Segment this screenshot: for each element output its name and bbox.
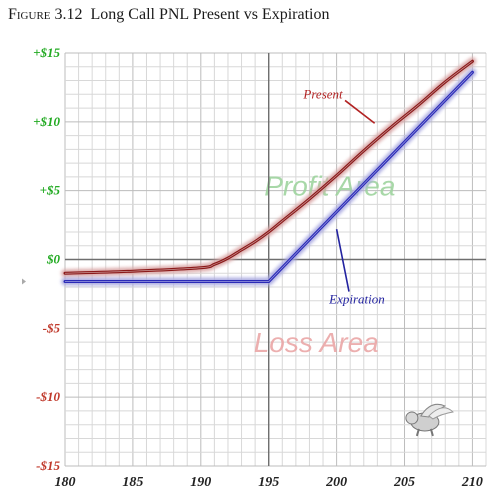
flying-pig-logo [405,403,454,437]
left-marker [22,278,26,285]
x-tick-label: 190 [190,475,211,490]
x-tick-label: 195 [258,475,279,490]
tick-labels: 180 185 190 195 200 205 210 +$15 +$10 +$5 $0 -$5 -$1… [33,45,483,490]
x-tick-label: 180 [55,475,76,490]
annotation-pointer [335,229,350,292]
y-tick-label: +$10 [33,114,60,129]
chart-title-text: Long Call PNL Present vs Expiration [90,6,330,23]
axes [22,53,486,466]
area-label: Loss Area [254,327,379,358]
annotations: Present Expiration [302,86,384,306]
pig-leg [415,428,420,437]
figure-number: Figure 3.12 [8,6,83,23]
chart-title: Figure 3.12 Long Call PNL Present vs Exp… [8,6,498,30]
series [61,57,477,286]
pig-icon [405,403,454,437]
series-annotation: Present [302,86,343,101]
x-tick-label: 210 [461,475,483,490]
x-tick-label: 205 [393,475,415,490]
y-tick-label: -$15 [36,458,60,473]
y-tick-label: +$15 [33,45,60,60]
y-tick-label: +$5 [40,183,61,198]
pig-leg [429,428,434,437]
y-tick-label: -$5 [43,320,61,335]
pig-wing-back [428,407,454,420]
series-highlight [65,72,473,282]
x-tick-label: 185 [122,475,143,490]
series-highlight [64,60,473,274]
y-tick-label: $0 [46,252,61,267]
series-annotation: Expiration [328,292,385,307]
x-tick-label: 200 [325,475,347,490]
annotation-pointer [344,99,376,124]
y-tick-label: -$10 [36,389,60,404]
pig-head [405,411,419,425]
